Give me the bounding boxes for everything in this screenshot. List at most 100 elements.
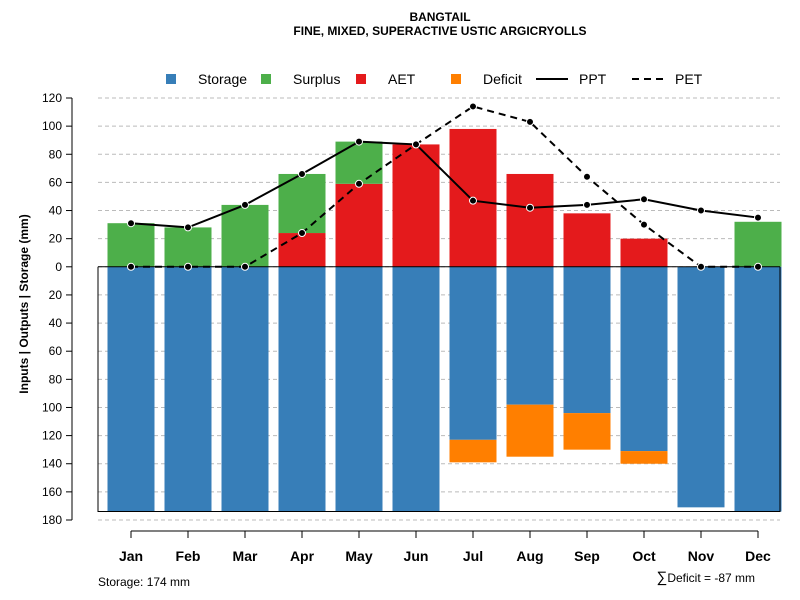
storage-bar-jul [449,266,497,440]
legend-swatch-aet [356,74,366,84]
ppt-point-feb [184,223,192,232]
aet-bar-sep [563,213,611,267]
x-tick-label-aug: Aug [516,548,543,564]
storage-bar-apr [278,266,326,512]
ppt-point-apr [298,169,306,178]
deficit-bar-aug [506,404,554,457]
y-tick-label: 40 [49,316,63,330]
deficit-text: Deficit = -87 mm [667,571,755,585]
legend-swatch-surplus [261,74,271,84]
x-tick-label-jul: Jul [463,548,483,564]
legend-label-aet: AET [388,71,416,87]
pet-point-apr [298,229,306,238]
storage-bar-mar [221,266,269,512]
legend-swatch-storage [166,74,176,84]
y-tick-label: 0 [55,260,62,274]
chart-subtitle: FINE, MIXED, SUPERACTIVE USTIC ARGICRYOL… [293,24,586,38]
y-tick-label: 60 [49,344,63,358]
x-tick-label-sep: Sep [574,548,600,564]
ppt-point-jan [127,219,135,228]
y-tick-label: 120 [42,429,62,443]
ppt-point-nov [697,206,705,215]
pet-point-jul [469,102,477,111]
y-tick-label: 40 [49,204,63,218]
surplus-bar-feb [164,227,212,267]
pet-line [131,105,758,268]
ppt-point-jun [412,140,420,149]
legend-label-pet: PET [675,71,703,87]
storage-bar-feb [164,266,212,512]
surplus-bar-apr [278,173,326,234]
legend: Storage Surplus AET Deficit PPT PET [166,71,703,87]
legend-label-deficit: Deficit [483,71,522,87]
deficit-note: ∑Deficit = -87 mm [657,569,755,586]
y-tick-label: 160 [42,485,62,499]
legend-swatch-deficit [451,74,461,84]
storage-bar-jan [107,266,155,512]
y-tick-label: 120 [42,91,62,105]
x-tick-label-jun: Jun [404,548,429,564]
aet-bar-apr [278,233,326,267]
y-tick-label: 140 [42,457,62,471]
x-tick-label-dec: Dec [745,548,771,564]
aet-bar-may [335,183,383,267]
deficit-bar-jul [449,439,497,463]
aet-bar-aug [506,173,554,267]
surplus-bar-jan [107,223,155,267]
storage-capacity-frame [97,266,781,513]
ppt-point-aug [526,203,534,212]
sum-symbol: ∑ [657,569,668,586]
y-tick-label: 60 [49,175,63,189]
pet-point-jan [127,262,135,271]
bars [107,128,782,512]
y-tick-label: 100 [42,119,62,133]
pet-point-sep [583,172,591,181]
pet-point-dec [754,262,762,271]
pet-point-may [355,179,363,188]
x-tick-label-may: May [345,548,372,564]
storage-bar-sep [563,266,611,414]
ppt-point-dec [754,213,762,222]
ppt-point-sep [583,200,591,209]
surplus-bar-dec [734,221,782,267]
pet-point-aug [526,117,534,126]
aet-bar-jun [392,144,440,267]
y-tick-label: 20 [49,288,63,302]
y-tick-label: 80 [49,147,63,161]
chart-title: BANGTAIL [409,10,470,24]
deficit-bar-sep [563,413,611,450]
pet-point-feb [184,262,192,271]
surplus-bar-may [335,141,383,184]
ppt-point-oct [640,195,648,204]
legend-label-storage: Storage [198,71,247,87]
storage-bar-oct [620,266,668,452]
aet-bar-oct [620,238,668,267]
x-tick-label-jan: Jan [119,548,143,564]
storage-note: Storage: 174 mm [98,575,190,589]
y-axis-label: Inputs | Outputs | Storage (mm) [17,214,31,393]
legend-label-ppt: PPT [579,71,607,87]
storage-bar-aug [506,266,554,405]
pet-point-mar [241,262,249,271]
storage-bar-nov [677,266,725,508]
axes: 120 100 80 60 40 20 0 20 40 60 80 100 120 140 160 180 Ja… [42,91,781,564]
storage-bar-dec [734,266,782,512]
y-tick-label: 20 [49,232,63,246]
lines [127,102,762,271]
x-tick-label-oct: Oct [632,548,656,564]
y-tick-label: 180 [42,513,62,527]
ppt-point-mar [241,200,249,209]
ppt-point-may [355,137,363,146]
pet-point-nov [697,262,705,271]
y-tick-label: 100 [42,400,62,414]
deficit-bar-oct [620,451,668,464]
pet-point-oct [640,220,648,229]
storage-bar-may [335,266,383,512]
x-tick-label-mar: Mar [233,548,258,564]
ppt-point-jul [469,196,477,205]
ppt-line [130,140,759,229]
x-tick-label-feb: Feb [176,548,201,564]
y-tick-label: 80 [49,372,63,386]
legend-label-surplus: Surplus [293,71,340,87]
